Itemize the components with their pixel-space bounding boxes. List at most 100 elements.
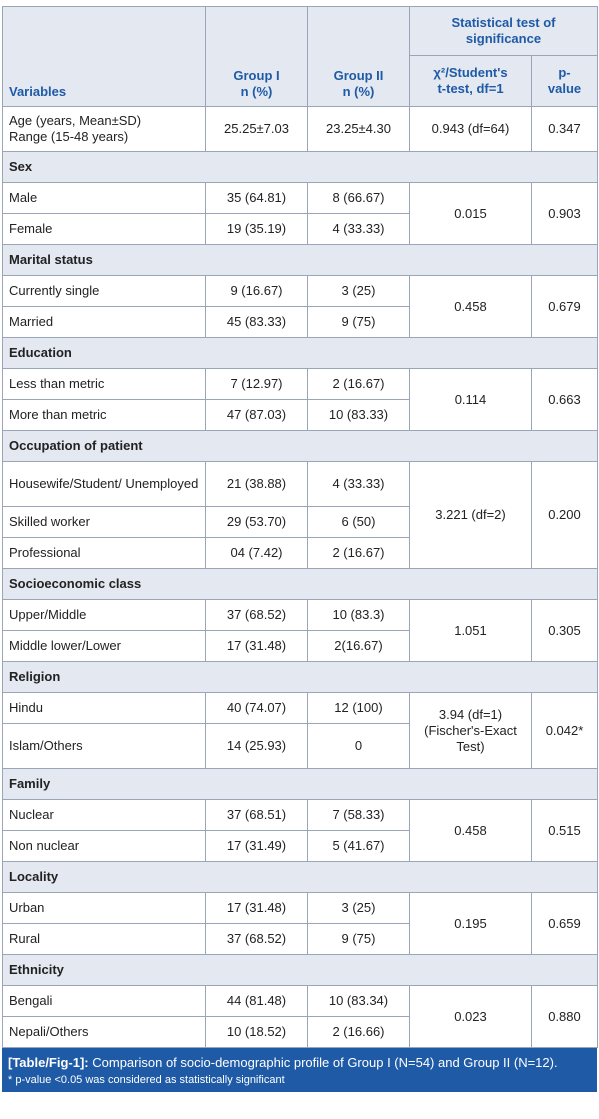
section-test: 0.458 xyxy=(409,799,532,862)
row-group1: 04 (7.42) xyxy=(205,537,308,569)
section-header: Education xyxy=(2,337,598,369)
age-group2: 23.25±4.30 xyxy=(307,106,410,152)
row-group2: 10 (83.34) xyxy=(307,985,410,1017)
row-group1: 40 (74.07) xyxy=(205,692,308,724)
row-group1: 44 (81.48) xyxy=(205,985,308,1017)
row-group1: 35 (64.81) xyxy=(205,182,308,214)
row-group1: 17 (31.48) xyxy=(205,892,308,924)
header-group2-name: Group II xyxy=(333,68,384,83)
row-label: Nepali/Others xyxy=(2,1016,206,1048)
row-group2: 12 (100) xyxy=(307,692,410,724)
section-title: Religion xyxy=(2,661,598,693)
table-row: Urban 17 (31.48) 3 (25) 0.195 0.659 xyxy=(2,892,598,955)
header-group2-unit: n (%) xyxy=(342,84,375,99)
row-group2: 4 (33.33) xyxy=(307,461,410,507)
section-p-value: 0.663 xyxy=(531,368,598,431)
section-title: Sex xyxy=(2,151,598,183)
table-row: Islam/Others 14 (25.93) 0 xyxy=(2,723,598,769)
row-group2: 10 (83.3) xyxy=(307,599,410,631)
section-test: 0.195 xyxy=(409,892,532,955)
row-group2: 3 (25) xyxy=(307,275,410,307)
socio-demographic-table: Variables Group I n (%) Group II n (%) S… xyxy=(2,6,598,1048)
table-row: Less than metric 7 (12.97) 2 (16.67) 0.114 0… xyxy=(2,368,598,431)
table-row: Nuclear 37 (68.51) 7 (58.33) 0.458 0.515 xyxy=(2,799,598,862)
row-group1: 14 (25.93) xyxy=(205,723,308,769)
row-label: Nuclear xyxy=(2,799,206,831)
section-p-value: 0.515 xyxy=(531,799,598,862)
section-header: Religion xyxy=(2,661,598,693)
section-title: Family xyxy=(2,768,598,800)
section-header: Marital status xyxy=(2,244,598,276)
table-row: Bengali 44 (81.48) 10 (83.34) 0.023 0.880 xyxy=(2,985,598,1048)
section-title: Socioeconomic class xyxy=(2,568,598,600)
row-group1: 45 (83.33) xyxy=(205,306,308,338)
age-label-line1: Age (years, Mean±SD) xyxy=(9,113,142,128)
table-row: Currently single 9 (16.67) 3 (25) 0.458 0.67… xyxy=(2,275,598,338)
section-test: 0.114 xyxy=(409,368,532,431)
row-group2: 8 (66.67) xyxy=(307,182,410,214)
table-row: Upper/Middle 37 (68.52) 10 (83.3) 1.051 0.30… xyxy=(2,599,598,662)
section-p-value: 0.305 xyxy=(531,599,598,662)
table-row: Male 35 (64.81) 8 (66.67) 0.015 0.903 xyxy=(2,182,598,245)
row-group2: 6 (50) xyxy=(307,506,410,538)
header-stat-title: Statistical test of significance xyxy=(409,6,598,56)
row-group2: 2 (16.67) xyxy=(307,368,410,400)
table-row: Female 19 (35.19) 4 (33.33) xyxy=(2,213,598,245)
header-test-line1: χ²/Student's xyxy=(433,65,508,80)
section-p-value: 0.880 xyxy=(531,985,598,1048)
age-label-line2: Range (15-48 years) xyxy=(9,129,129,144)
table-row: Professional 04 (7.42) 2 (16.67) xyxy=(2,537,598,569)
row-label: Hindu xyxy=(2,692,206,724)
section-title: Occupation of patient xyxy=(2,430,598,462)
header-group1-name: Group I xyxy=(233,68,280,83)
row-group2: 2 (16.66) xyxy=(307,1016,410,1048)
table-row: Middle lower/Lower 17 (31.48) 2(16.67) xyxy=(2,630,598,662)
section-p-value: 0.679 xyxy=(531,275,598,338)
table-row: Skilled worker 29 (53.70) 6 (50) xyxy=(2,506,598,538)
row-group1: 37 (68.51) xyxy=(205,799,308,831)
header-test-line2: t-test, df=1 xyxy=(437,81,504,96)
row-group2: 9 (75) xyxy=(307,306,410,338)
row-group1: 17 (31.48) xyxy=(205,630,308,662)
caption-label: [Table/Fig-1]: xyxy=(8,1055,89,1070)
section-p-value: 0.659 xyxy=(531,892,598,955)
row-group1: 9 (16.67) xyxy=(205,275,308,307)
section-test: 3.94 (df=1) (Fischer's-Exact Test) xyxy=(409,692,532,769)
table-row: Non nuclear 17 (31.49) 5 (41.67) xyxy=(2,830,598,862)
header-p-line2: value xyxy=(547,81,582,96)
table-row: Married 45 (83.33) 9 (75) xyxy=(2,306,598,338)
row-label: Non nuclear xyxy=(2,830,206,862)
section-test: 0.458 xyxy=(409,275,532,338)
table-figure: Variables Group I n (%) Group II n (%) S… xyxy=(2,0,598,1092)
section-p-value: 0.200 xyxy=(531,461,598,569)
row-group2: 2 (16.67) xyxy=(307,537,410,569)
age-group1: 25.25±7.03 xyxy=(205,106,308,152)
row-label: Skilled worker xyxy=(2,506,206,538)
section-header: Ethnicity xyxy=(2,954,598,986)
age-test: 0.943 (df=64) xyxy=(409,106,532,152)
row-group1: 37 (68.52) xyxy=(205,599,308,631)
table-row: Nepali/Others 10 (18.52) 2 (16.66) xyxy=(2,1016,598,1048)
section-test: 0.015 xyxy=(409,182,532,245)
section-test: 0.023 xyxy=(409,985,532,1048)
row-group2: 5 (41.67) xyxy=(307,830,410,862)
row-group1: 19 (35.19) xyxy=(205,213,308,245)
row-label: Upper/Middle xyxy=(2,599,206,631)
row-group2: 9 (75) xyxy=(307,923,410,955)
row-label: Middle lower/Lower xyxy=(2,630,206,662)
section-p-value: 0.042* xyxy=(531,692,598,769)
table-row: Hindu 40 (74.07) 12 (100) 3.94 (df=1) (Fisc… xyxy=(2,692,598,769)
row-label: Rural xyxy=(2,923,206,955)
row-group1: 7 (12.97) xyxy=(205,368,308,400)
row-label: Professional xyxy=(2,537,206,569)
caption-text: Comparison of socio-demographic profile … xyxy=(88,1055,558,1070)
row-label: Bengali xyxy=(2,985,206,1017)
section-header: Occupation of patient xyxy=(2,430,598,462)
row-group2: 7 (58.33) xyxy=(307,799,410,831)
header-test-col: χ²/Student's t-test, df=1 xyxy=(409,55,532,107)
section-header: Family xyxy=(2,768,598,800)
row-label: Urban xyxy=(2,892,206,924)
table-row: Housewife/Student/ Unemployed 21 (38.88) 4… xyxy=(2,461,598,569)
section-test: 1.051 xyxy=(409,599,532,662)
section-title: Marital status xyxy=(2,244,598,276)
